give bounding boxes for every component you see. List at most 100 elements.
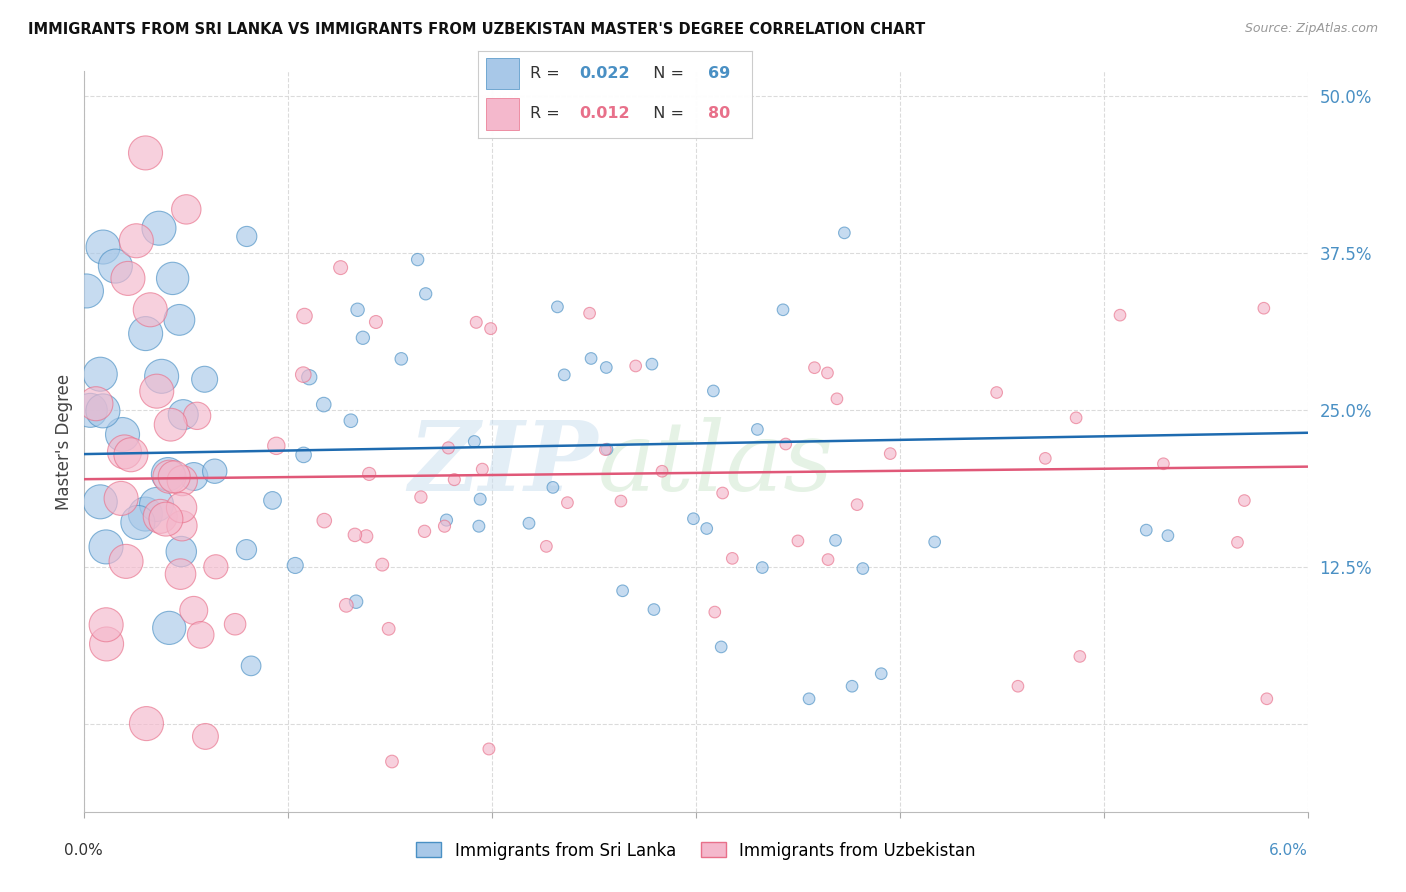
Point: [148, 221, 170, 235]
Point: [557, 496, 579, 510]
Text: R =: R =: [530, 66, 565, 81]
Point: [775, 437, 797, 451]
Point: [381, 755, 404, 769]
Point: [284, 558, 307, 573]
Point: [711, 486, 734, 500]
Point: [163, 470, 186, 484]
Point: [846, 498, 869, 512]
Point: [870, 666, 893, 681]
Point: [89, 495, 111, 509]
Point: [1135, 523, 1157, 537]
Point: [436, 513, 458, 527]
Point: [1226, 535, 1249, 549]
Point: [157, 467, 180, 482]
Point: [149, 509, 172, 524]
Point: [546, 300, 568, 314]
Legend: Immigrants from Sri Lanka, Immigrants from Uzbekistan: Immigrants from Sri Lanka, Immigrants fr…: [409, 835, 983, 866]
Point: [236, 229, 259, 244]
Point: [710, 640, 733, 654]
Point: [75, 284, 97, 298]
Point: [389, 351, 412, 366]
Point: [89, 368, 111, 382]
Point: [292, 448, 315, 462]
Point: [536, 540, 558, 554]
Point: [115, 554, 138, 568]
Point: [190, 628, 212, 642]
Point: [96, 617, 118, 632]
Bar: [486, 98, 519, 129]
Point: [1253, 301, 1275, 316]
Point: [135, 716, 157, 731]
Point: [1157, 529, 1180, 543]
Point: [235, 542, 257, 557]
Point: [104, 259, 127, 273]
Point: [155, 512, 177, 526]
Point: [364, 315, 387, 329]
Point: [114, 445, 136, 459]
Text: 0.012: 0.012: [579, 106, 630, 121]
Point: [134, 507, 156, 521]
Point: [817, 552, 839, 566]
Point: [145, 498, 167, 512]
Point: [1064, 410, 1087, 425]
Point: [194, 730, 217, 744]
Text: 69: 69: [709, 66, 731, 81]
Point: [682, 512, 704, 526]
Point: [747, 422, 769, 436]
Point: [596, 442, 619, 457]
Point: [340, 414, 363, 428]
Point: [879, 447, 901, 461]
Point: [371, 558, 394, 572]
Text: ZIP: ZIP: [409, 417, 598, 511]
Point: [120, 448, 142, 462]
Point: [343, 528, 366, 542]
Point: [359, 467, 381, 481]
Point: [135, 326, 157, 341]
Point: [204, 464, 226, 478]
Text: atlas: atlas: [598, 417, 834, 511]
Text: Source: ZipAtlas.com: Source: ZipAtlas.com: [1244, 22, 1378, 36]
Point: [329, 260, 352, 275]
Point: [610, 494, 633, 508]
Point: [787, 533, 810, 548]
Point: [292, 368, 315, 382]
Point: [84, 397, 107, 411]
Point: [517, 516, 540, 531]
Point: [205, 559, 228, 574]
Point: [751, 560, 773, 574]
Point: [117, 271, 139, 285]
Text: IMMIGRANTS FROM SRI LANKA VS IMMIGRANTS FROM UZBEKISTAN MASTER'S DEGREE CORRELAT: IMMIGRANTS FROM SRI LANKA VS IMMIGRANTS …: [28, 22, 925, 37]
Text: 6.0%: 6.0%: [1268, 843, 1308, 858]
Point: [986, 385, 1008, 400]
Point: [641, 357, 664, 371]
Point: [170, 544, 193, 558]
Point: [612, 583, 634, 598]
Point: [1033, 451, 1056, 466]
Point: [595, 360, 617, 375]
Point: [377, 622, 399, 636]
Point: [157, 621, 180, 635]
Point: [703, 605, 725, 619]
Point: [125, 234, 148, 248]
Point: [924, 535, 946, 549]
Point: [96, 637, 118, 651]
Point: [354, 529, 377, 543]
Point: [841, 679, 863, 693]
Point: [186, 409, 208, 423]
Point: [409, 490, 432, 504]
Point: [314, 514, 336, 528]
Point: [294, 309, 316, 323]
Point: [194, 372, 217, 386]
Point: [352, 331, 374, 345]
Point: [643, 602, 665, 616]
Text: 0.022: 0.022: [579, 66, 630, 81]
Y-axis label: Master's Degree: Master's Degree: [55, 374, 73, 509]
Point: [172, 408, 194, 422]
Point: [224, 617, 246, 632]
Point: [721, 551, 744, 566]
Point: [479, 321, 502, 335]
Point: [91, 404, 114, 418]
Point: [463, 434, 485, 449]
Point: [651, 464, 673, 478]
Point: [1109, 308, 1132, 322]
